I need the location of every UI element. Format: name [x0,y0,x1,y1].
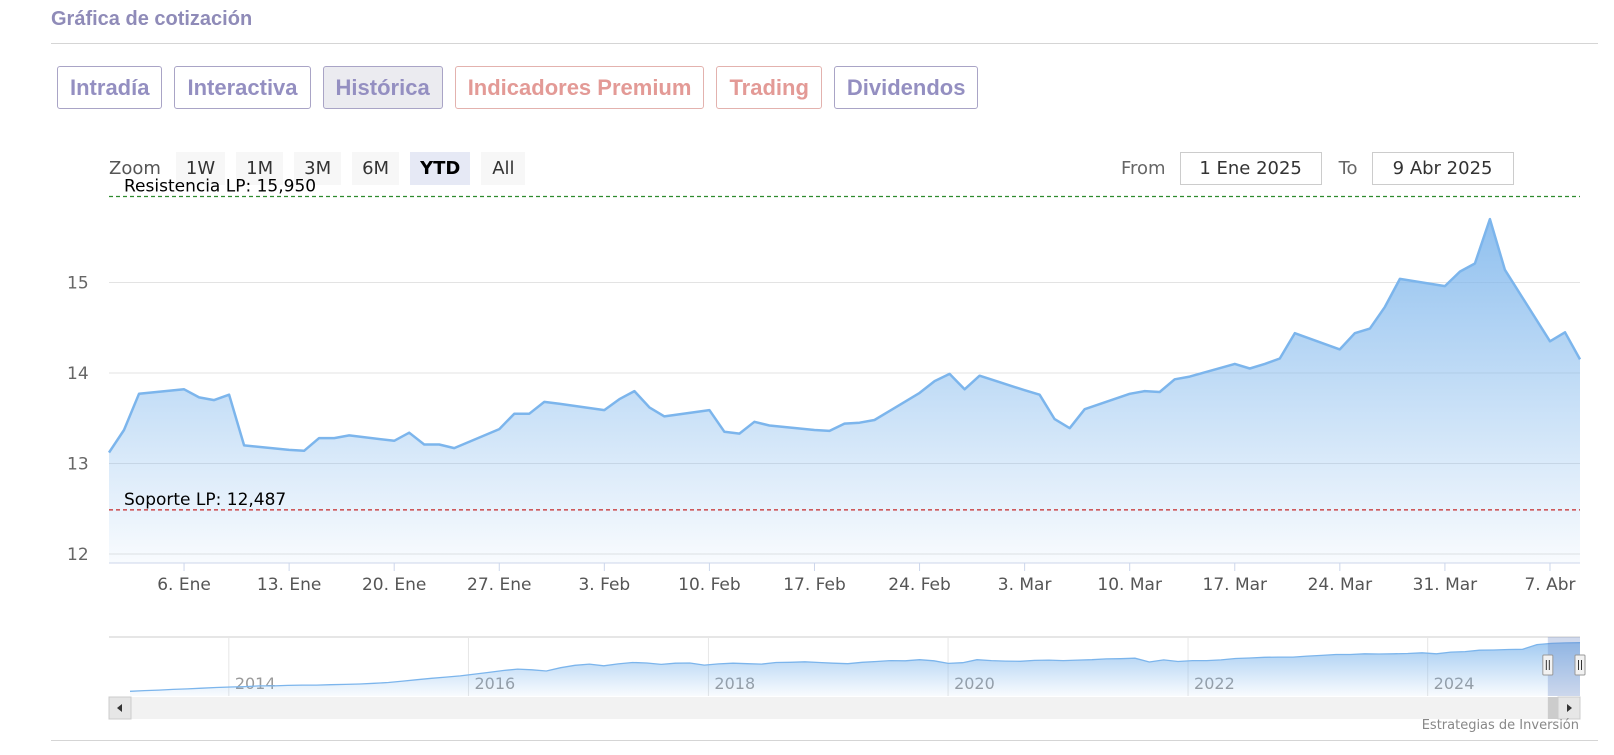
plot-line-label: Resistencia LP: 15,950 [124,177,316,197]
x-tick-label: 10. Feb [678,575,741,595]
tab-bar: Intradía Interactiva Histórica Indicador… [57,66,979,111]
zoom-label: Zoom [109,158,161,179]
y-tick-label: 15 [67,273,89,293]
to-date-input[interactable] [1371,152,1514,185]
x-tick-label: 20. Ene [362,575,426,595]
price-line [107,217,1582,454]
plot-line-label: Soporte LP: 12,487 [124,490,286,510]
navigator-line [129,642,1581,692]
bottom-divider [51,740,1598,741]
x-tick-label: 13. Ene [257,575,321,595]
title-divider [51,43,1598,44]
zoom-selector: Zoom 1W 1M 3M 6M YTD All [109,152,526,185]
tab-dividendos[interactable]: Dividendos [833,66,979,109]
x-tick-label: 27. Ene [467,575,531,595]
tab-trading[interactable]: Trading [716,66,822,109]
navigator-area [130,642,1580,696]
handle-icon[interactable] [1574,654,1586,676]
navigator[interactable]: 201420162018202020222024 [109,636,1586,696]
x-tick-label: 17. Feb [783,575,846,595]
tab-intradia[interactable]: Intradía [57,66,163,109]
x-axis: 6. Ene 13. Ene 20. Ene 27. Ene 3. Feb 10. Feb… [109,562,1580,595]
zoom-button-all[interactable]: All [481,152,526,185]
from-date-input[interactable] [1179,152,1322,185]
handle-icon[interactable] [1542,654,1554,676]
x-tick-label: 7. Abr [1524,575,1575,595]
x-tick-label: 3. Feb [578,575,630,595]
x-tick-label: 6. Ene [157,575,211,595]
zoom-button-6m[interactable]: 6M [352,152,400,185]
tab-historica[interactable]: Histórica [322,66,443,109]
x-tick-label: 3. Mar [998,575,1052,595]
y-tick-label: 13 [67,454,89,474]
arrow-right-icon[interactable] [1557,696,1581,720]
date-range: From To [1121,152,1514,185]
zoom-button-1w[interactable]: 1W [175,152,226,185]
zoom-button-3m[interactable]: 3M [294,152,342,185]
x-tick-label: 17. Mar [1203,575,1268,595]
y-tick-label: 12 [67,545,89,565]
plot-lines: Resistencia LP: 15,950 Soporte LP: 12,487 [109,177,1580,511]
price-area [109,219,1580,563]
zoom-button-ytd[interactable]: YTD [410,152,471,185]
x-tick-label: 24. Feb [888,575,951,595]
x-tick-label: 24. Mar [1308,575,1373,595]
y-tick-label: 14 [67,364,89,384]
x-tick-label: 31. Mar [1413,575,1478,595]
x-tick-label: 10. Mar [1097,575,1162,595]
from-label: From [1121,158,1166,179]
scrollbar-track[interactable] [109,697,1580,719]
to-label: To [1338,158,1358,179]
y-axis-labels: 12 13 14 15 [67,273,89,564]
page-title: Gráfica de cotización [51,8,253,30]
tab-indicadores-premium[interactable]: Indicadores Premium [454,66,705,109]
tab-interactiva[interactable]: Interactiva [174,66,311,109]
scrollbar[interactable] [108,696,1581,720]
zoom-button-1m[interactable]: 1M [236,152,284,185]
arrow-left-icon[interactable] [108,696,132,720]
credit-text: Estrategias de Inversión [1421,718,1579,733]
